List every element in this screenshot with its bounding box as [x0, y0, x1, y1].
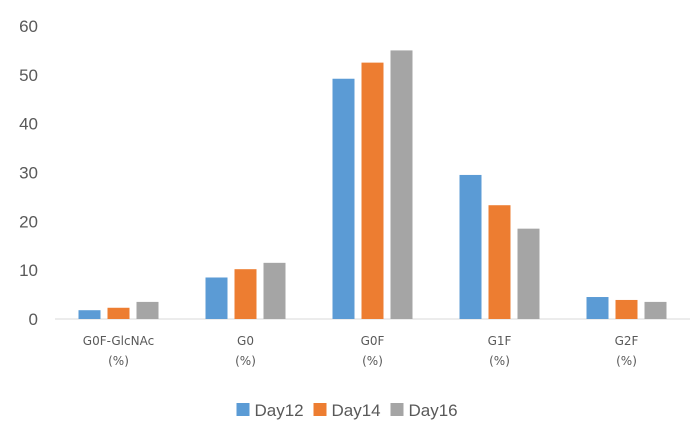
y-tick-label: 0	[29, 310, 38, 329]
y-axis: 0 10 20 30 40 50 60	[19, 17, 38, 329]
bar-day12	[205, 277, 228, 319]
legend-swatch-day16	[390, 403, 404, 416]
bar-day16	[644, 301, 667, 319]
legend-label-day14: Day14	[332, 401, 381, 420]
bar-day14	[615, 299, 638, 319]
y-tick-label: 60	[19, 17, 38, 36]
bar-day14	[361, 62, 384, 319]
legend-swatch-day12	[236, 403, 250, 416]
bar-day16	[517, 228, 540, 319]
bar-day12	[459, 174, 482, 319]
bar-day12	[332, 78, 355, 320]
bar-day16	[390, 50, 413, 320]
legend-swatch-day14	[313, 403, 327, 416]
bar-day12	[586, 297, 609, 319]
x-tick-label: (%)	[235, 354, 256, 368]
x-tick-label: G0F	[361, 334, 385, 348]
x-tick-label: (%)	[489, 354, 510, 368]
x-tick-label: (%)	[362, 354, 383, 368]
bar-day14	[107, 307, 130, 319]
x-tick-label: G0	[237, 334, 254, 348]
x-tick-label: (%)	[616, 354, 637, 368]
legend: Day12 Day14 Day16	[236, 401, 458, 420]
bar-day14	[488, 205, 511, 319]
x-tick-label: G1F	[488, 334, 512, 348]
y-tick-label: 30	[19, 164, 38, 183]
y-tick-label: 10	[19, 261, 38, 280]
bar-day16	[136, 301, 159, 319]
bar-day12	[78, 310, 101, 319]
legend-label-day12: Day12	[255, 401, 304, 420]
x-tick-label: G2F	[615, 334, 639, 348]
x-tick-label: G0F-GlcNAc	[83, 334, 154, 348]
x-tick-label: (%)	[108, 354, 129, 368]
legend-label-day16: Day16	[409, 401, 458, 420]
bar-day16	[263, 262, 286, 319]
x-axis: G0F-GlcNAc (%) G0 (%) G0F (%) G1F (%) G2F (%)	[55, 318, 690, 368]
y-tick-label: 50	[19, 66, 38, 85]
bars	[78, 50, 667, 320]
y-tick-label: 20	[19, 212, 38, 231]
y-tick-label: 40	[19, 115, 38, 134]
bar-day14	[234, 269, 257, 319]
